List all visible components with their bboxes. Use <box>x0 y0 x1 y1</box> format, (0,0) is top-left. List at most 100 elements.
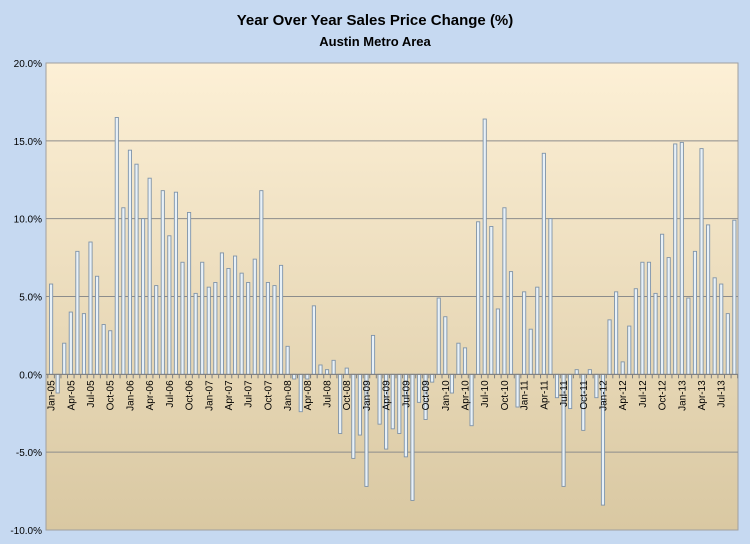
bar <box>233 255 238 375</box>
x-tick-label: Jan-10 <box>441 380 452 411</box>
bar <box>311 305 316 375</box>
bar <box>535 286 540 375</box>
bar <box>502 207 507 375</box>
bar <box>679 141 684 375</box>
bar <box>213 282 218 375</box>
bar <box>62 342 67 375</box>
bar <box>587 369 592 375</box>
bar <box>160 190 165 375</box>
bar <box>495 308 500 375</box>
bar <box>699 148 704 375</box>
bar <box>68 311 73 375</box>
chart-title: Year Over Year Sales Price Change (%) <box>237 12 514 29</box>
x-tick-label: Oct-11 <box>579 380 590 410</box>
bar <box>75 250 80 375</box>
bar <box>88 241 93 375</box>
x-tick-label: Jan-09 <box>362 380 373 411</box>
bar <box>508 271 514 375</box>
chart-subtitle: Austin Metro Area <box>319 34 431 49</box>
bar <box>101 324 106 375</box>
x-tick-label: Apr-12 <box>618 380 629 410</box>
y-tick-label: -5.0% <box>16 448 42 459</box>
bar <box>633 288 638 375</box>
x-tick-label: Jul-13 <box>717 380 728 408</box>
bar <box>108 330 113 375</box>
bar <box>528 328 533 375</box>
bar <box>456 342 461 375</box>
bar <box>305 373 310 380</box>
bar <box>574 369 579 375</box>
bar <box>167 235 172 375</box>
bar <box>627 325 632 375</box>
bar <box>436 297 441 375</box>
bar <box>95 275 100 375</box>
bars <box>46 117 738 506</box>
bar <box>646 261 652 375</box>
x-tick-label: Jul-06 <box>165 380 176 408</box>
x-tick-label: Oct-07 <box>263 380 274 410</box>
x-tick-label: Oct-12 <box>658 380 669 410</box>
bar <box>462 347 468 375</box>
x-tick-label: Oct-09 <box>421 380 432 410</box>
bar <box>725 313 730 375</box>
x-tick-label: Jan-11 <box>520 380 531 410</box>
y-axis: -10.0% -5.0% 0.0% 5.0% 10.0% 15.0% 20.0% <box>10 59 42 537</box>
bar <box>219 252 224 375</box>
x-tick-label: Jan-06 <box>125 380 136 411</box>
bar <box>206 286 211 375</box>
x-tick-label: Oct-06 <box>185 380 196 410</box>
bar <box>653 292 658 375</box>
x-tick-label: Jul-11 <box>559 380 570 407</box>
y-tick-label: 20.0% <box>14 59 42 70</box>
bar <box>265 282 270 375</box>
bar <box>344 367 349 375</box>
bar <box>279 264 284 375</box>
bar <box>660 233 665 375</box>
x-tick-label: Apr-11 <box>539 380 550 410</box>
bar <box>732 219 737 375</box>
bar <box>324 369 330 375</box>
y-tick-label: 10.0% <box>14 215 42 226</box>
bar <box>443 316 448 375</box>
y-tick-label: 5.0% <box>19 293 42 304</box>
x-tick-label: Apr-07 <box>224 380 235 410</box>
bar <box>673 143 678 375</box>
bar <box>370 334 376 375</box>
x-axis: Jan-05 Apr-05 Jul-05 Oct-05 Jan-06 Apr-06 Jul-… <box>47 374 739 411</box>
bar <box>620 361 625 375</box>
bar <box>331 359 336 375</box>
bar <box>489 225 494 375</box>
x-tick-label: Jan-12 <box>598 380 609 411</box>
x-tick-label: Jan-13 <box>677 380 688 411</box>
x-tick-label: Jul-07 <box>244 380 255 408</box>
x-tick-label: Jul-08 <box>323 380 334 408</box>
bar <box>173 191 178 375</box>
bar <box>114 117 119 375</box>
bar <box>272 285 277 375</box>
x-tick-label: Oct-10 <box>500 380 511 410</box>
x-tick-label: Oct-05 <box>106 380 117 410</box>
bar <box>285 345 290 375</box>
x-tick-label: Apr-13 <box>697 380 708 410</box>
x-tick-label: Jul-12 <box>638 380 649 408</box>
bar <box>541 152 546 375</box>
bar <box>187 211 192 375</box>
x-tick-label: Apr-06 <box>145 380 156 410</box>
bar <box>81 313 86 375</box>
bar <box>127 149 132 375</box>
x-tick-label: Apr-05 <box>66 380 77 410</box>
x-tick-label: Jul-09 <box>401 380 412 408</box>
bar <box>719 283 724 375</box>
bar <box>180 261 185 375</box>
bar <box>522 291 527 375</box>
y-tick-label: 15.0% <box>14 137 42 148</box>
bar <box>686 297 691 375</box>
x-tick-label: Oct-08 <box>342 380 353 410</box>
bar <box>292 373 297 380</box>
bar <box>476 221 481 375</box>
bar <box>121 207 126 375</box>
y-tick-label: -10.0% <box>10 526 42 537</box>
bar <box>666 257 671 375</box>
bar <box>706 224 711 375</box>
bar <box>147 177 152 375</box>
